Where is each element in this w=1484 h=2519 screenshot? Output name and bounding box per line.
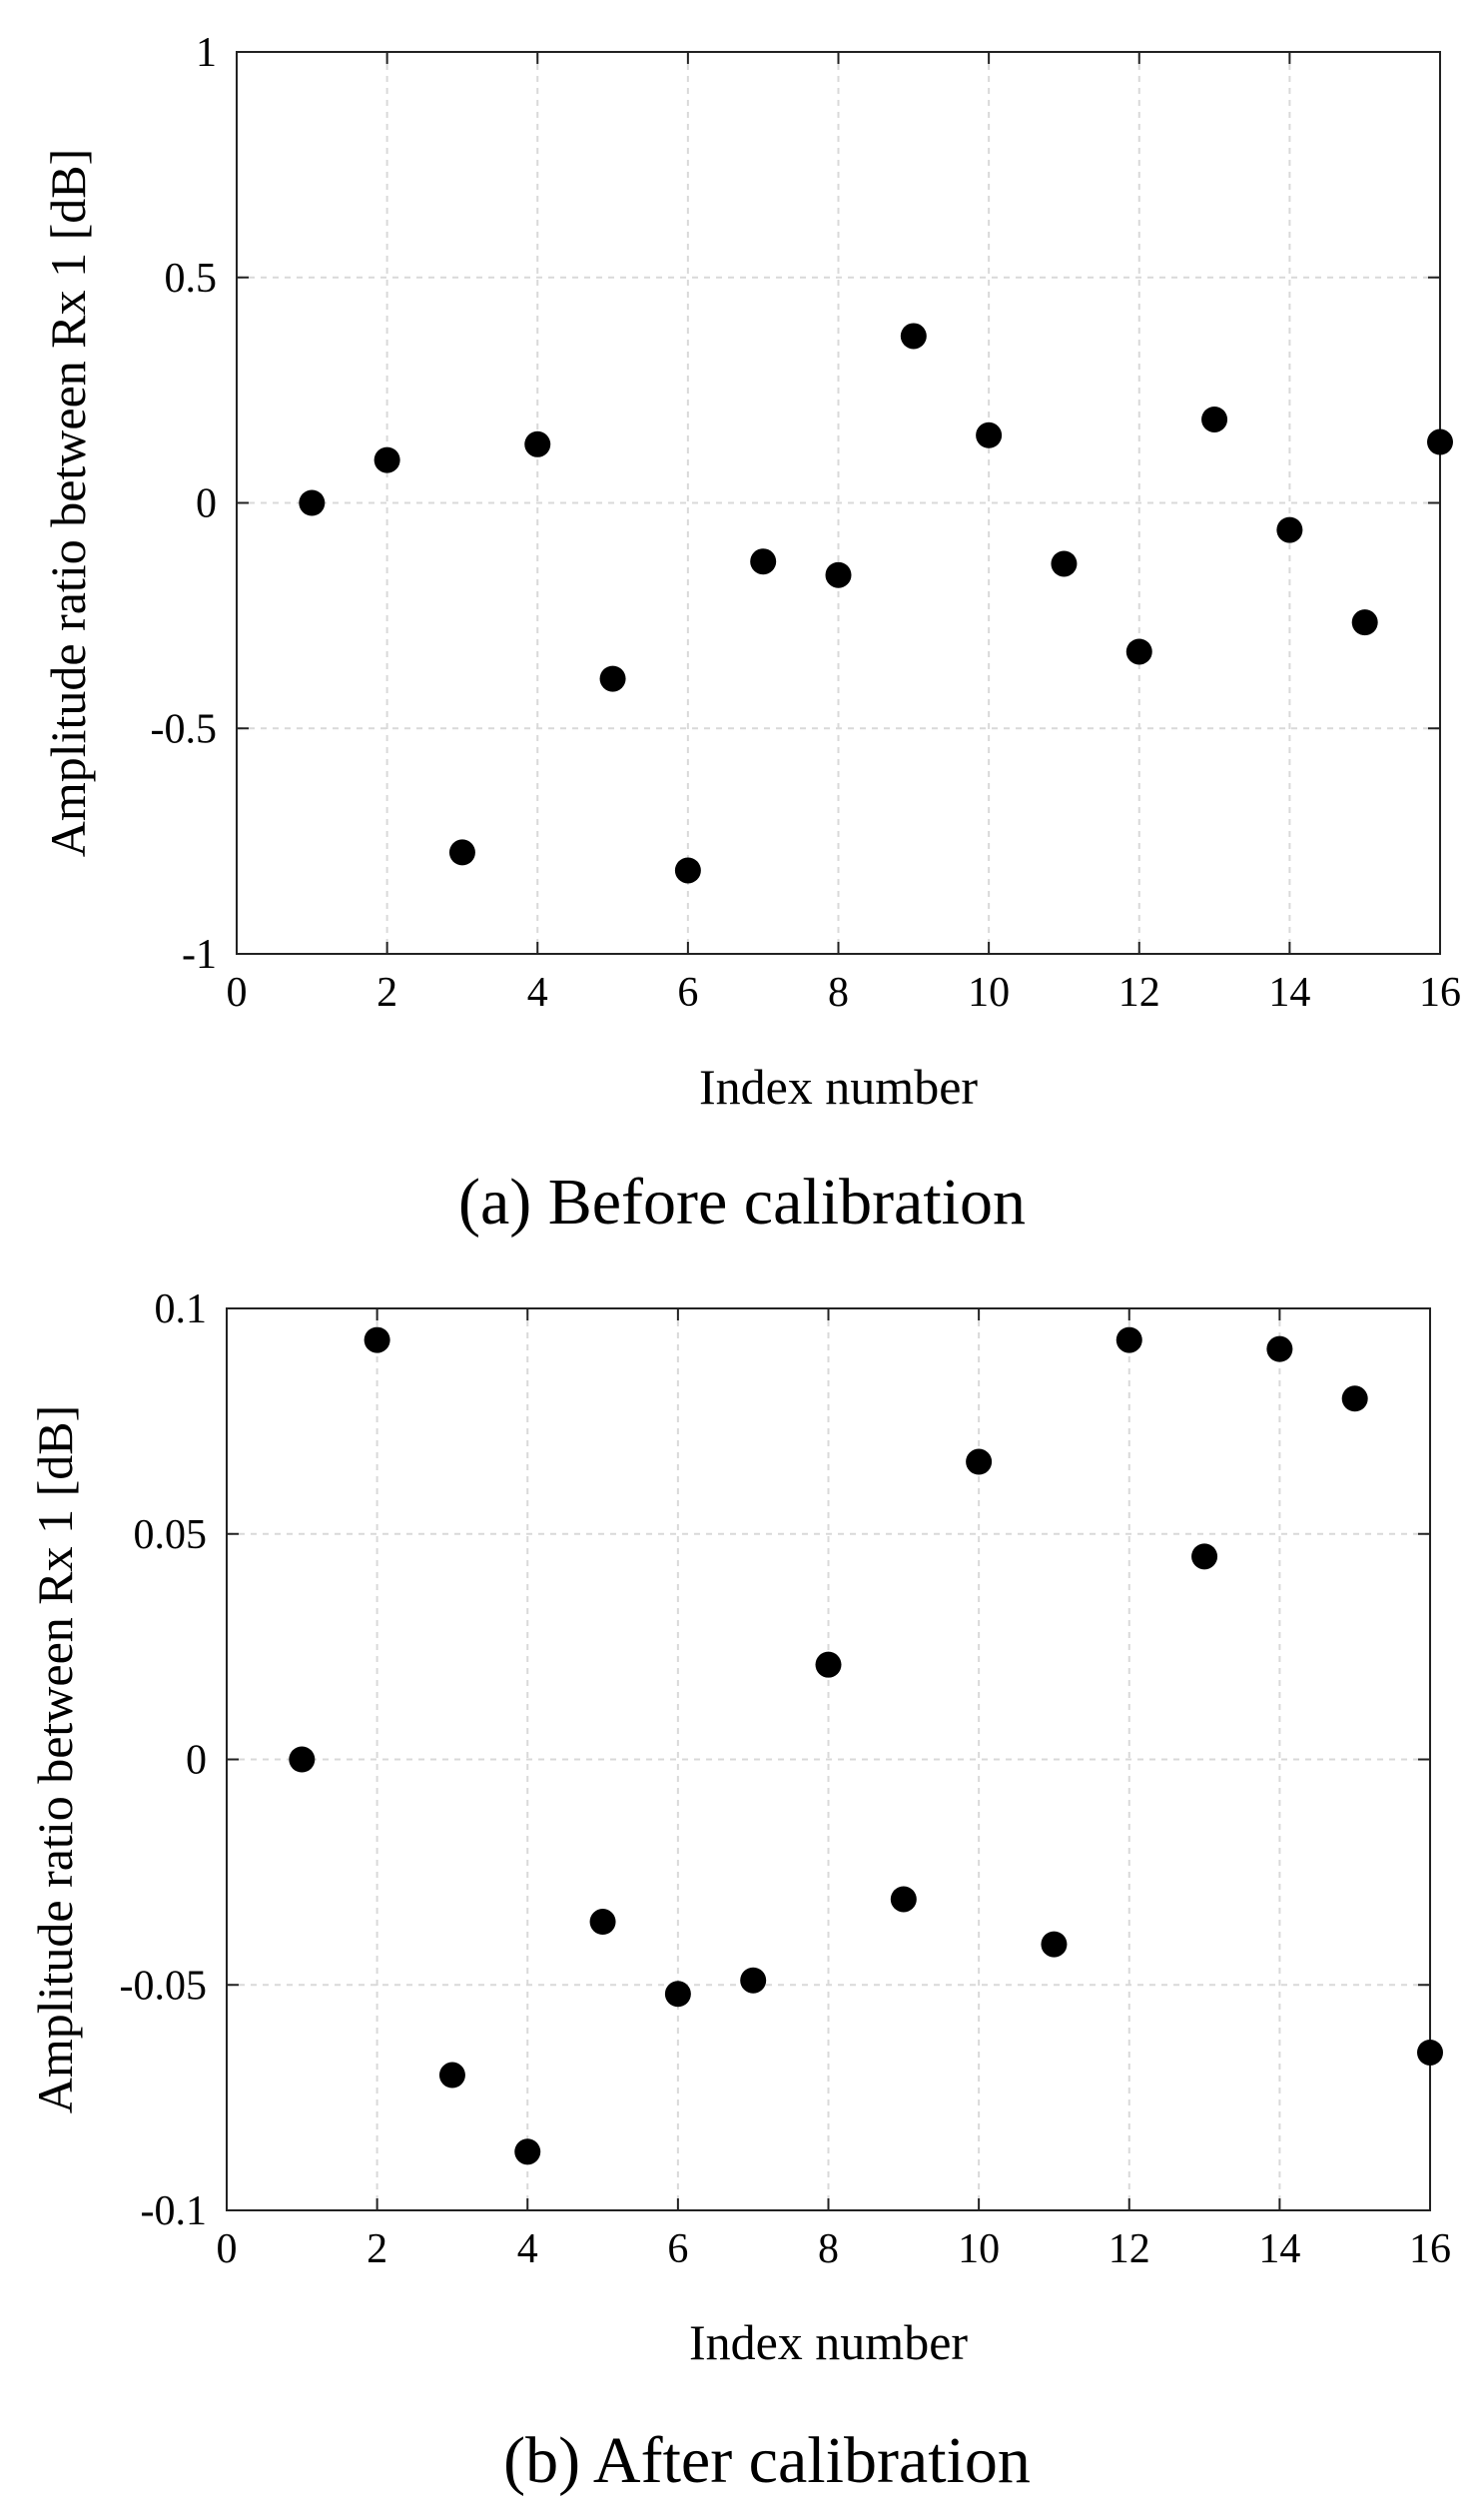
data-point bbox=[976, 421, 1003, 448]
data-point bbox=[1417, 2039, 1443, 2066]
data-point bbox=[299, 489, 326, 516]
data-points bbox=[289, 1326, 1443, 2165]
data-point bbox=[589, 1909, 616, 1936]
data-points bbox=[299, 323, 1453, 884]
y-tick-label: 0.05 bbox=[134, 1512, 208, 1558]
chart-before-calibration: 0 2 4 6 8 10 12 14 16 -1 -0.5 0 0.5 1 Index number Am… bbox=[40, 30, 1461, 1239]
y-tick-label: 1 bbox=[196, 30, 217, 76]
data-point bbox=[966, 1448, 993, 1475]
data-point bbox=[448, 839, 475, 866]
axis-ticks: 0 2 4 6 8 10 12 14 16 -1 -0.5 0 0.5 1 bbox=[151, 30, 1462, 1016]
data-point bbox=[1201, 406, 1228, 432]
x-tick-label: 4 bbox=[517, 2226, 538, 2272]
x-tick-label: 8 bbox=[828, 970, 849, 1016]
x-tick-label: 16 bbox=[1419, 970, 1461, 1016]
x-tick-label: 10 bbox=[968, 970, 1010, 1016]
x-tick-label: 12 bbox=[1118, 970, 1160, 1016]
y-tick-label: 0 bbox=[186, 1738, 207, 1784]
data-point bbox=[1191, 1543, 1218, 1570]
grid bbox=[227, 1308, 1430, 2210]
data-point bbox=[1041, 1931, 1068, 1958]
y-tick-label: 0.1 bbox=[155, 1286, 208, 1332]
chart-after-calibration: 0 2 4 6 8 10 12 14 16 -0.1 -0.05 0 0.05 0.1 Index num… bbox=[27, 1286, 1451, 2497]
data-point bbox=[364, 1326, 390, 1353]
data-point bbox=[825, 561, 852, 588]
data-point bbox=[289, 1746, 316, 1773]
data-point bbox=[815, 1651, 842, 1678]
axis-ticks: 0 2 4 6 8 10 12 14 16 -0.1 -0.05 0 0.05 0.1 bbox=[120, 1286, 1452, 2272]
chart-caption: (a) Before calibration bbox=[458, 1166, 1026, 1239]
data-point bbox=[900, 323, 927, 350]
y-axis-label: Amplitude ratio between Rx 1 [dB] bbox=[40, 149, 96, 858]
y-tick-label: 0 bbox=[196, 481, 217, 527]
data-point bbox=[373, 446, 400, 473]
data-point bbox=[599, 665, 626, 692]
chart-caption: (b) After calibration bbox=[503, 2424, 1031, 2497]
data-point bbox=[750, 548, 777, 575]
x-tick-label: 6 bbox=[667, 2226, 688, 2272]
x-tick-label: 10 bbox=[958, 2226, 1000, 2272]
y-tick-label: -0.05 bbox=[120, 1963, 208, 2009]
data-point bbox=[1276, 516, 1303, 543]
x-tick-label: 14 bbox=[1258, 2226, 1300, 2272]
x-tick-label: 4 bbox=[527, 970, 548, 1016]
data-point bbox=[740, 1967, 767, 1994]
data-point bbox=[438, 2062, 465, 2089]
data-point bbox=[664, 1981, 691, 2008]
data-point bbox=[1266, 1335, 1293, 1362]
x-tick-label: 16 bbox=[1409, 2226, 1451, 2272]
x-axis-label: Index number bbox=[689, 2314, 968, 2370]
y-axis-label: Amplitude ratio between Rx 1 [dB] bbox=[27, 1405, 83, 2114]
y-tick-label: -0.1 bbox=[141, 2188, 208, 2234]
x-tick-label: 6 bbox=[677, 970, 698, 1016]
x-tick-label: 0 bbox=[217, 2226, 238, 2272]
y-tick-label: -1 bbox=[182, 932, 217, 978]
data-point bbox=[1427, 428, 1453, 455]
x-tick-label: 8 bbox=[818, 2226, 839, 2272]
x-tick-label: 0 bbox=[227, 970, 248, 1016]
x-tick-label: 2 bbox=[367, 2226, 387, 2272]
data-point bbox=[890, 1886, 917, 1913]
x-tick-label: 14 bbox=[1268, 970, 1310, 1016]
y-tick-label: 0.5 bbox=[165, 256, 218, 302]
x-tick-label: 12 bbox=[1109, 2226, 1150, 2272]
data-point bbox=[1115, 1326, 1142, 1353]
data-point bbox=[524, 430, 551, 457]
data-point bbox=[1341, 1385, 1368, 1412]
y-tick-label: -0.5 bbox=[151, 706, 218, 752]
data-point bbox=[1051, 550, 1078, 577]
data-point bbox=[1351, 609, 1378, 636]
data-point bbox=[1125, 638, 1152, 665]
x-axis-label: Index number bbox=[699, 1059, 978, 1115]
grid bbox=[237, 52, 1440, 954]
x-tick-label: 2 bbox=[376, 970, 397, 1016]
data-point bbox=[674, 857, 701, 884]
data-point bbox=[514, 2138, 541, 2165]
